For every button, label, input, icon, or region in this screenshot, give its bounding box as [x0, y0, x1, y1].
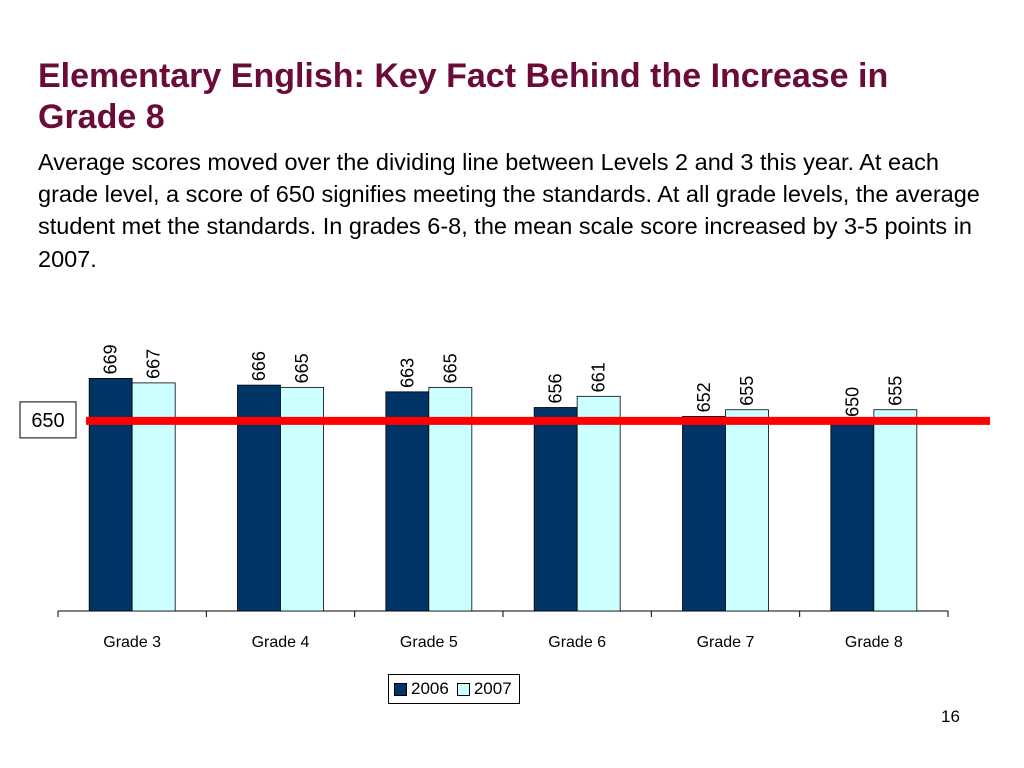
x-tick-label: Grade 5: [400, 634, 458, 651]
slide-body-text: Average scores moved over the dividing l…: [38, 149, 980, 272]
legend-item-2007: 2007: [456, 679, 512, 699]
data-label: 669: [101, 344, 121, 374]
data-label: 663: [397, 358, 417, 388]
data-label: 665: [292, 353, 312, 383]
legend-item-2006: 2006: [394, 679, 449, 699]
chart-legend: 2006 2007: [388, 674, 520, 704]
data-label: 652: [694, 382, 714, 412]
bar-2006-grade-8: [830, 420, 875, 612]
reference-label-box: [19, 401, 77, 439]
page-number: 16: [941, 707, 960, 726]
legend-swatch-2006: [394, 682, 407, 696]
bar-2006-grade-5: [385, 391, 430, 612]
x-tick-label: Grade 7: [697, 634, 755, 651]
legend-label-2007: 2007: [473, 679, 512, 698]
data-label: 655: [737, 376, 757, 406]
bar-2007-grade-6: [576, 395, 621, 612]
data-label: 650: [842, 387, 862, 417]
x-tick-label: Grade 4: [252, 634, 310, 651]
bar-2006-grade-3: [88, 378, 133, 612]
reference-label: 650: [31, 410, 64, 432]
data-label: 666: [249, 351, 269, 381]
legend-label-2006: 2006: [411, 679, 449, 698]
data-label: 661: [589, 362, 609, 392]
data-label: 655: [885, 376, 905, 406]
bar-2006-grade-7: [682, 416, 726, 612]
slide-title: Elementary English: Key Fact Behind the …: [38, 57, 889, 136]
x-tick-label: Grade 6: [548, 634, 606, 651]
bar-2007-grade-7: [725, 409, 769, 612]
bar-2007-grade-8: [873, 409, 918, 612]
legend-swatch-2007: [456, 682, 470, 696]
x-tick-label: Grade 3: [103, 634, 161, 651]
data-label: 656: [546, 373, 566, 403]
data-label: 665: [440, 353, 460, 383]
x-tick-label: Grade 8: [845, 634, 903, 651]
bar-2006-grade-6: [533, 407, 578, 612]
data-label: 667: [144, 349, 164, 379]
